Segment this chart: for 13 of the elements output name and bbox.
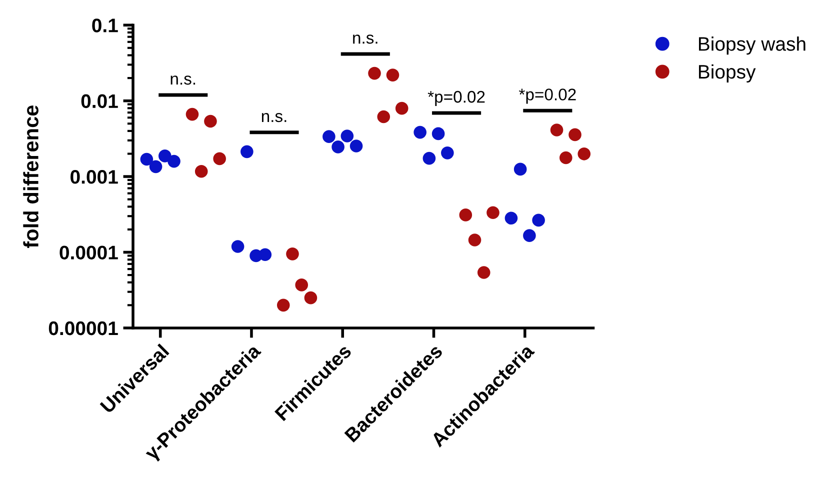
annotation: n.s. (262, 112, 286, 122)
y-axis-title: fold difference (23, 105, 38, 248)
y-tick-label: 0.00001 (48, 321, 118, 336)
annotation: n.s. (353, 34, 378, 44)
annotation: *p=0.02 (518, 88, 576, 104)
annotation: *p=0.02 (428, 90, 485, 106)
y-tick-label: 0.001 (70, 170, 118, 184)
y-tick-label: 0.1 (92, 18, 118, 32)
annotation: n.s. (170, 76, 196, 85)
y-tick-label: 0.01 (81, 94, 118, 108)
legend-label: Biopsy (698, 64, 756, 83)
legend-label: Biopsy wash (698, 36, 806, 55)
y-tick-label: 0.0001 (60, 246, 118, 260)
